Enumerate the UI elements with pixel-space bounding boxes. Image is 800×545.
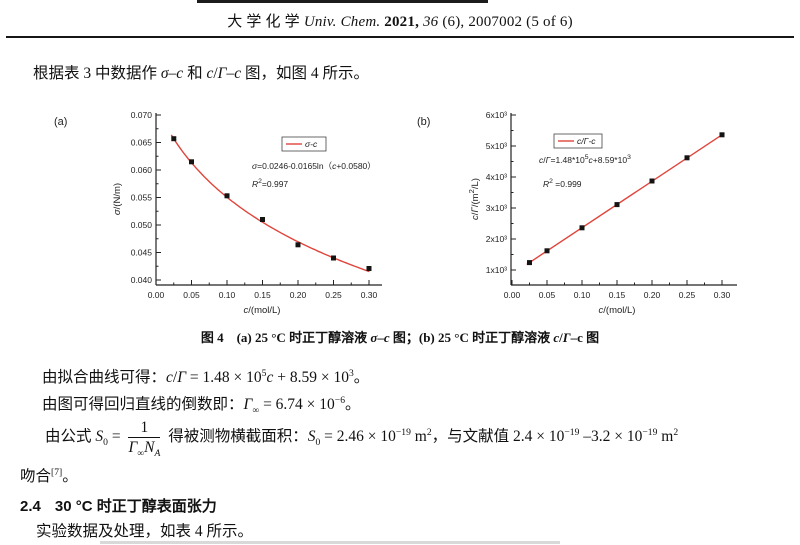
journal-header: 大 学 化 学 Univ. Chem. 2021, 36 (6), 200700…	[227, 14, 573, 30]
x-tick-label: 0.15	[254, 290, 271, 300]
data-point	[614, 202, 620, 208]
c-gamma-c-chart: 0.00 0.05 0.10 0.15 0.20 0.25 0.30 1x10³ 2x10³ 3x…	[417, 110, 737, 316]
data-point	[544, 248, 550, 254]
data-point	[649, 178, 655, 184]
y-tick-label: 4x10³	[486, 172, 507, 182]
legend-label: σ-c	[305, 139, 318, 149]
sigma-c-chart: 0.00 0.05 0.10 0.15 0.20 0.25 0.30 0.040 0.045 0.…	[54, 110, 382, 316]
s0-post-text: 得被测物横截面积：S0 = 2.46 × 10−19 m2，与文献值 2.4 ×…	[164, 426, 679, 449]
x-tick-label: 0.30	[361, 290, 378, 300]
y-tick-label: 0.040	[131, 275, 153, 285]
s0-pre-text: 由公式 S0 =	[45, 428, 125, 449]
data-point	[331, 255, 336, 261]
figure-caption: 图 4 (a) 25 °C 时正丁醇溶液 σ–c 图；(b) 25 °C 时正丁…	[200, 330, 600, 345]
fit-equation-paragraph: 由拟合曲线可得：c/Γ = 1.48 × 105c + 8.59 × 103。	[42, 367, 370, 386]
data-point	[295, 242, 301, 248]
x-tick-label: 0.20	[290, 290, 307, 300]
y-tick-label: 0.065	[131, 138, 153, 148]
x-tick-label: 0.00	[148, 290, 165, 300]
y-axis-title: c/Γ/(m2/L)	[467, 178, 481, 220]
fit-curve	[170, 134, 370, 273]
figure-4b-container: 0.00 0.05 0.10 0.15 0.20 0.25 0.30 1x10³ 2x10³ 3x…	[405, 103, 777, 323]
data-point	[224, 193, 230, 199]
y-axis-title: σ/(N/m)	[112, 183, 123, 215]
y-tick-label: 6x10³	[486, 110, 507, 120]
fraction-numerator: 1	[128, 419, 161, 439]
x-tick-label: 0.25	[325, 290, 342, 300]
legend-label: c/Γ-c	[577, 136, 596, 146]
section-2-4-heading: 2.4 30 °C 时正丁醇表面张力	[20, 495, 217, 516]
fraction-denominator: Γ∞NA	[128, 439, 161, 460]
x-tick-label: 0.00	[504, 290, 521, 300]
x-tick-label: 0.05	[183, 290, 200, 300]
s0-formula-paragraph: 由公式 S0 = 1 Γ∞NA 得被测物横截面积：S0 = 2.46 × 10−1…	[45, 419, 679, 460]
y-tick-label: 5x10³	[486, 141, 507, 151]
y-tick-label: 0.055	[131, 193, 153, 203]
x-axis-title: c/(mol/L)	[244, 305, 281, 316]
y-tick-label: 0.070	[131, 110, 153, 120]
header-rule	[6, 36, 794, 38]
legend-box	[281, 136, 327, 152]
panel-label: (a)	[54, 116, 67, 128]
y-tick-label: 3x10³	[486, 203, 507, 213]
r-squared-annotation: R2 =0.999	[543, 178, 582, 189]
r-squared-annotation: R2=0.997	[252, 178, 288, 189]
panel-label: (b)	[417, 116, 430, 128]
data-point	[684, 155, 690, 161]
x-tick-label: 0.10	[574, 290, 591, 300]
data-point	[260, 217, 265, 222]
x-tick-label: 0.20	[644, 290, 661, 300]
data-point	[171, 136, 177, 142]
y-tick-label: 0.060	[131, 165, 153, 175]
section-title: 30 °C 时正丁醇表面张力	[54, 498, 217, 515]
data-point	[189, 159, 194, 165]
figure-4a-container: 0.00 0.05 0.10 0.15 0.20 0.25 0.30 0.040 0.045 0.…	[40, 103, 405, 323]
x-tick-label: 0.05	[539, 290, 556, 300]
fraction: 1 Γ∞NA	[128, 419, 161, 460]
data-point	[527, 260, 532, 266]
x-axis-title: c/(mol/L)	[599, 305, 636, 316]
closing-paragraph: 实验数据及处理，如表 4 所示。	[36, 523, 254, 540]
y-tick-label: 0.045	[131, 248, 153, 258]
gamma-infinity-paragraph: 由图可得回归直线的倒数即：Γ∞ = 6.74 × 10−6。	[42, 394, 361, 417]
fit-equation-annotation: c/Γ=1.48*105c+8.59*103	[539, 154, 631, 165]
data-point	[366, 266, 372, 271]
x-tick-label: 0.30	[714, 290, 731, 300]
x-tick-label: 0.10	[219, 290, 236, 300]
fit-equation-annotation: σ=0.0246-0.0165ln（c+0.0580）	[252, 161, 376, 171]
x-tick-label: 0.25	[679, 290, 696, 300]
y-tick-label: 1x10³	[486, 265, 507, 275]
y-tick-label: 2x10³	[486, 234, 507, 244]
section-number: 2.4	[20, 498, 41, 515]
data-point	[579, 225, 585, 231]
data-point	[719, 132, 725, 138]
y-tick-label: 0.050	[131, 220, 153, 230]
top-crop-bar	[197, 0, 488, 3]
wrap-line-paragraph: 吻合[7]。	[20, 466, 78, 485]
intro-paragraph: 根据表 3 中数据作 σ–c 和 c/Γ–c 图，如图 4 所示。	[33, 65, 370, 82]
fit-curve	[526, 132, 725, 265]
x-tick-label: 0.15	[609, 290, 626, 300]
legend-box	[553, 133, 603, 149]
bottom-crop-artifact	[100, 541, 560, 544]
